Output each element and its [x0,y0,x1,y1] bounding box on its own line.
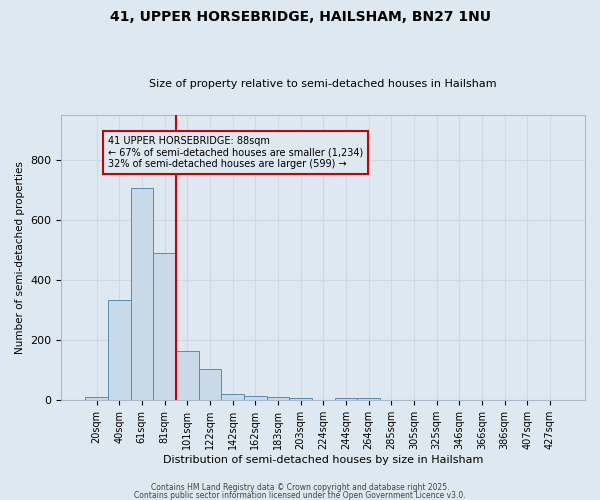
Bar [85,396,108,400]
Text: Contains public sector information licensed under the Open Government Licence v3: Contains public sector information licen… [134,491,466,500]
Text: Contains HM Land Registry data © Crown copyright and database right 2025.: Contains HM Land Registry data © Crown c… [151,484,449,492]
Bar [357,398,380,400]
Bar [266,398,289,400]
Bar [131,188,153,400]
Bar [199,369,221,400]
X-axis label: Distribution of semi-detached houses by size in Hailsham: Distribution of semi-detached houses by … [163,455,484,465]
Y-axis label: Number of semi-detached properties: Number of semi-detached properties [15,161,25,354]
Text: 41, UPPER HORSEBRIDGE, HAILSHAM, BN27 1NU: 41, UPPER HORSEBRIDGE, HAILSHAM, BN27 1N… [110,10,491,24]
Bar [335,398,357,400]
Text: 41 UPPER HORSEBRIDGE: 88sqm
← 67% of semi-detached houses are smaller (1,234)
32: 41 UPPER HORSEBRIDGE: 88sqm ← 67% of sem… [108,136,363,169]
Bar [176,350,199,401]
Bar [153,253,176,400]
Title: Size of property relative to semi-detached houses in Hailsham: Size of property relative to semi-detach… [149,79,497,89]
Bar [221,394,244,400]
Bar [289,398,312,400]
Bar [108,300,131,400]
Bar [244,396,266,400]
